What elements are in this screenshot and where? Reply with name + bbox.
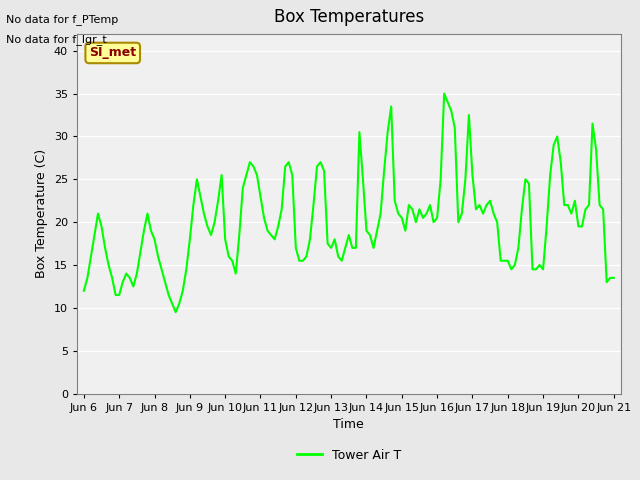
Y-axis label: Box Temperature (C): Box Temperature (C)	[35, 149, 48, 278]
Text: SI_met: SI_met	[89, 47, 136, 60]
X-axis label: Time: Time	[333, 418, 364, 431]
Title: Box Temperatures: Box Temperatures	[274, 9, 424, 26]
Text: No data for f_PTemp: No data for f_PTemp	[6, 14, 118, 25]
Text: No data for f_lgr_t: No data for f_lgr_t	[6, 34, 107, 45]
Legend: Tower Air T: Tower Air T	[292, 444, 406, 467]
